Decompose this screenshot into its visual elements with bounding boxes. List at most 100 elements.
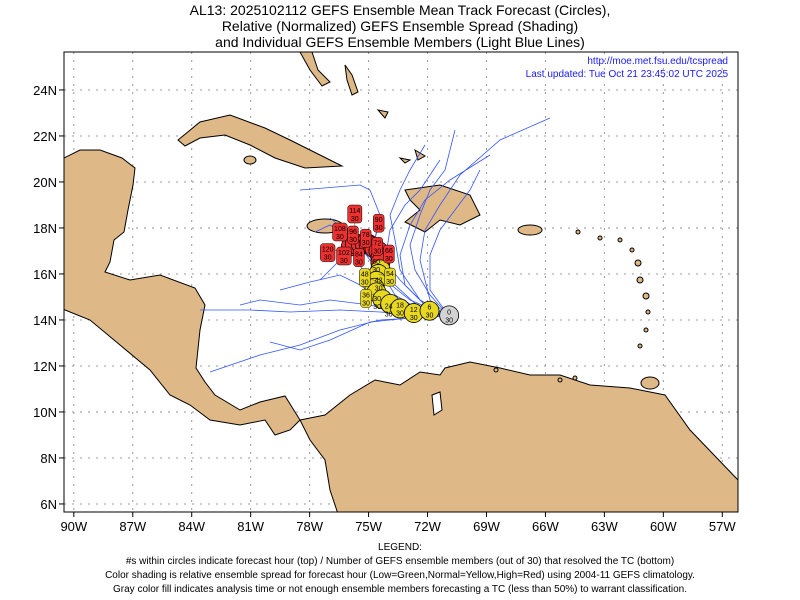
- forecast-hour-label: 42: [375, 278, 383, 285]
- member-count-label: 30: [362, 240, 370, 247]
- track-label-badge: [359, 268, 371, 287]
- track-labels: 0306301230183024303030363042304830543060…: [320, 204, 453, 324]
- land-trinidad: [640, 376, 660, 390]
- y-tick-label: 16N: [33, 267, 57, 282]
- legend-heading: LEGEND:: [378, 542, 422, 553]
- member-count-label: 30: [373, 304, 381, 311]
- forecast-hour-label: 102: [338, 250, 350, 257]
- track-label-badge: [353, 248, 365, 267]
- y-tick-label: 20N: [33, 175, 57, 190]
- track-label-badge: [371, 237, 383, 256]
- forecast-hour-label: 90: [375, 217, 383, 224]
- member-count-label: 30: [396, 310, 404, 317]
- member-count-label: 30: [324, 255, 332, 262]
- member-track: [314, 224, 450, 317]
- track-point-0: 030: [445, 309, 453, 324]
- land-lake-maracaibo: [431, 391, 443, 416]
- y-tick-label: 8N: [40, 451, 57, 466]
- track-label-badge: [373, 213, 385, 233]
- map-frame: [63, 51, 739, 513]
- last-updated: Last updated: Tue Oct 21 23:45:02 UTC 20…: [526, 69, 729, 80]
- x-tick-label: 60W: [650, 519, 677, 534]
- x-tick-label: 81W: [237, 519, 264, 534]
- track-label-badge: [360, 228, 372, 248]
- legend-line-3: Gray color fill indicates analysis time …: [113, 584, 687, 595]
- member-count-label: 30: [373, 248, 381, 255]
- x-tick-label: 72W: [414, 519, 441, 534]
- track-label-badge: [320, 243, 336, 262]
- y-tick-label: 24N: [33, 83, 57, 98]
- y-tick-label: 6N: [40, 497, 57, 512]
- forecast-hour-label: 84: [355, 252, 363, 259]
- latitude-ticks: 6N 8N 10N 12N 14N 16N 18N 20N 22N 24N: [33, 83, 64, 512]
- forecast-hour-label: 12: [410, 307, 418, 314]
- forecast-hour-label: 24: [385, 304, 393, 311]
- member-count-label: 30: [410, 315, 418, 322]
- land-florida-bahamas: [299, 52, 331, 87]
- member-track: [389, 144, 450, 317]
- member-count-label: 30: [445, 317, 453, 324]
- member-count-label: 30: [361, 280, 369, 287]
- forecast-hour-label: 48: [361, 272, 369, 279]
- forecast-hour-label: 108: [334, 226, 346, 233]
- x-tick-label: 87W: [119, 519, 146, 534]
- forecast-hour-label: 72: [373, 240, 381, 247]
- member-count-label: 30: [349, 237, 357, 244]
- track-label-badge: [336, 246, 352, 266]
- land-masses: [64, 52, 738, 512]
- y-tick-label: 22N: [33, 129, 57, 144]
- forecast-hour-label: 60: [372, 259, 380, 266]
- x-tick-label: 84W: [178, 519, 205, 534]
- forecast-hour-label: 120: [322, 247, 334, 254]
- track-circle-6: [419, 300, 440, 321]
- member-count-label: 30: [386, 279, 394, 286]
- forecast-hour-label: 78: [362, 232, 370, 239]
- track-label-badge: [347, 204, 363, 224]
- member-count-label: 30: [362, 300, 370, 307]
- track-label-badge: [384, 267, 396, 287]
- title-line-1: AL13: 2025102112 GEFS Ensemble Mean Trac…: [189, 2, 611, 18]
- x-tick-label: 90W: [60, 519, 87, 534]
- land-cuba: [177, 114, 344, 169]
- member-track: [269, 315, 450, 351]
- member-count-label: 30: [385, 312, 393, 319]
- legend-line-2: Color shading is relative ensemble sprea…: [105, 570, 695, 581]
- y-tick-label: 14N: [33, 313, 57, 328]
- track-label-badge: [360, 289, 372, 308]
- member-count-label: 30: [375, 225, 383, 232]
- y-tick-label: 18N: [33, 221, 57, 236]
- track-point-6: 630: [426, 305, 434, 320]
- track-label-badge: [383, 244, 395, 264]
- land-hispaniola: [404, 184, 481, 233]
- member-track: [429, 169, 481, 317]
- land-isla-juventud: [243, 155, 257, 165]
- member-count-label: 30: [372, 267, 380, 274]
- track-circle-0: [439, 305, 460, 326]
- member-count-label: 30: [355, 260, 363, 267]
- member-count-label: 30: [340, 258, 348, 265]
- y-tick-label: 10N: [33, 405, 57, 420]
- x-tick-label: 66W: [532, 519, 559, 534]
- forecast-hour-label: 36: [362, 292, 370, 299]
- land-south-america: [299, 361, 738, 512]
- forecast-hour-label: 0: [447, 309, 451, 316]
- land-lesser-antilles: [493, 229, 651, 383]
- y-tick-label: 12N: [33, 359, 57, 374]
- credit-url: http://moe.met.fsu.edu/tcspread: [587, 56, 728, 67]
- land-bahamas: [344, 64, 426, 164]
- forecast-hour-label: 18: [396, 302, 404, 309]
- x-tick-label: 57W: [709, 519, 736, 534]
- x-tick-label: 69W: [473, 519, 500, 534]
- member-track: [419, 117, 551, 317]
